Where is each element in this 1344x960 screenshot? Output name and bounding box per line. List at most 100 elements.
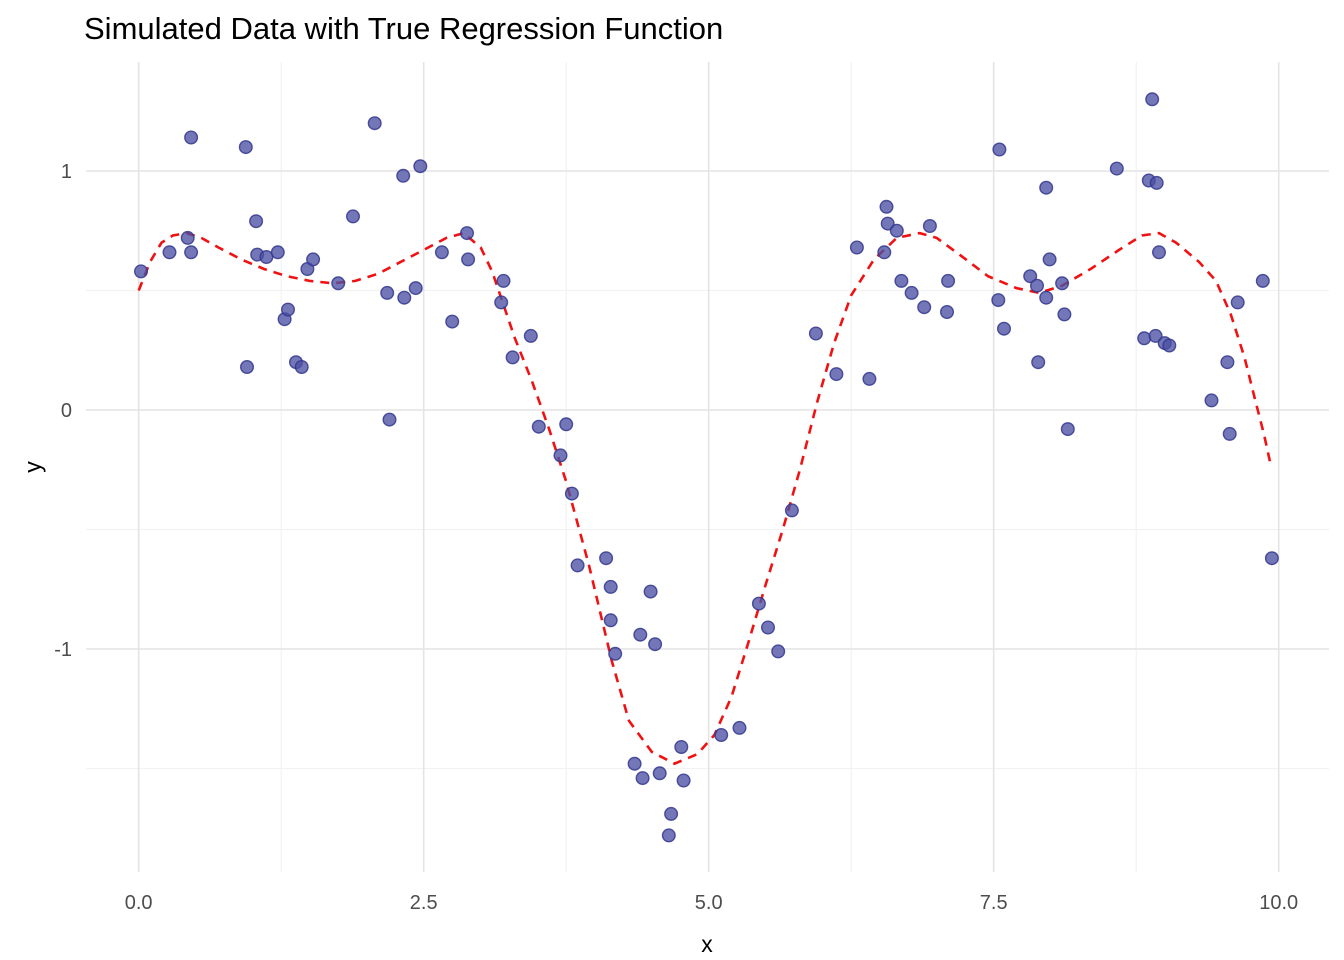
- data-point: [1060, 422, 1075, 437]
- data-point: [714, 728, 729, 743]
- data-point: [643, 584, 658, 599]
- data-point: [862, 371, 877, 386]
- y-tick-label: 0: [61, 400, 72, 422]
- data-point: [1264, 551, 1279, 566]
- chart-title: Simulated Data with True Regression Func…: [84, 11, 724, 46]
- data-point: [1222, 426, 1237, 441]
- data-point: [180, 230, 195, 245]
- data-point: [1039, 180, 1054, 195]
- data-point: [564, 486, 579, 501]
- data-point: [1029, 278, 1044, 293]
- data-point: [751, 596, 766, 611]
- data-point: [992, 142, 1007, 157]
- data-point: [553, 448, 568, 463]
- data-point: [761, 620, 776, 635]
- data-point: [732, 720, 747, 735]
- data-point: [997, 321, 1012, 336]
- data-point: [661, 828, 676, 843]
- data-point: [676, 773, 691, 788]
- data-point: [808, 326, 823, 341]
- data-point: [461, 252, 476, 267]
- x-axis-title: x: [701, 931, 713, 957]
- data-point: [904, 285, 919, 300]
- data-point: [784, 503, 799, 518]
- data-point: [922, 218, 937, 233]
- data-point: [460, 226, 475, 241]
- data-point: [281, 302, 296, 317]
- data-point: [397, 290, 412, 305]
- data-point: [346, 209, 361, 224]
- data-point: [413, 159, 428, 174]
- data-point: [599, 551, 614, 566]
- x-tick-label: 10.0: [1259, 892, 1298, 914]
- data-point: [941, 273, 956, 288]
- data-point: [1042, 252, 1057, 267]
- data-point: [627, 756, 642, 771]
- data-point: [635, 771, 650, 786]
- data-point: [849, 240, 864, 255]
- x-tick-label: 0.0: [125, 892, 153, 914]
- data-point: [249, 214, 264, 229]
- data-point: [531, 419, 546, 434]
- data-point: [1255, 273, 1270, 288]
- data-point: [294, 360, 309, 375]
- data-point: [829, 367, 844, 382]
- data-point: [674, 740, 689, 755]
- data-point: [184, 245, 199, 260]
- data-point: [633, 627, 648, 642]
- y-axis-title: y: [19, 461, 46, 473]
- data-point: [559, 417, 574, 432]
- data-point: [238, 140, 253, 155]
- data-point: [1145, 92, 1160, 107]
- y-tick-label: -1: [54, 639, 72, 661]
- data-point: [879, 199, 894, 214]
- data-point: [496, 273, 511, 288]
- data-point: [608, 646, 623, 661]
- data-point: [603, 613, 618, 628]
- data-point: [162, 245, 177, 260]
- data-point: [1031, 355, 1046, 370]
- data-point: [1109, 161, 1124, 176]
- data-point: [1230, 295, 1245, 310]
- data-point: [1137, 331, 1152, 346]
- data-point: [1149, 175, 1164, 190]
- data-point: [877, 245, 892, 260]
- data-point: [494, 295, 509, 310]
- data-point: [331, 276, 346, 291]
- data-point: [917, 300, 932, 315]
- data-point: [523, 328, 538, 343]
- data-point: [648, 637, 663, 652]
- data-point: [1148, 328, 1163, 343]
- data-point: [408, 281, 423, 296]
- data-point: [1057, 307, 1072, 322]
- data-point: [991, 293, 1006, 308]
- x-tick-label: 7.5: [980, 892, 1008, 914]
- data-point: [445, 314, 460, 329]
- data-point: [184, 130, 199, 145]
- data-point: [603, 579, 618, 594]
- data-point: [380, 285, 395, 300]
- data-point: [570, 558, 585, 573]
- x-tick-label: 5.0: [695, 892, 723, 914]
- data-point: [270, 245, 285, 260]
- regression-curve: [137, 231, 1272, 766]
- data-point: [771, 644, 786, 659]
- data-point: [133, 264, 148, 279]
- data-point: [239, 360, 254, 375]
- data-point: [1204, 393, 1219, 408]
- data-point: [1220, 355, 1235, 370]
- data-point: [306, 252, 321, 267]
- data-point: [434, 245, 449, 260]
- data-point: [1055, 276, 1070, 291]
- y-tick-label: 1: [61, 161, 72, 183]
- data-point: [664, 806, 679, 821]
- data-point: [505, 350, 520, 365]
- data-point: [652, 766, 667, 781]
- data-point: [1023, 269, 1038, 284]
- data-point: [1151, 245, 1166, 260]
- data-point: [940, 305, 955, 320]
- data-point: [382, 412, 397, 427]
- data-point: [894, 273, 909, 288]
